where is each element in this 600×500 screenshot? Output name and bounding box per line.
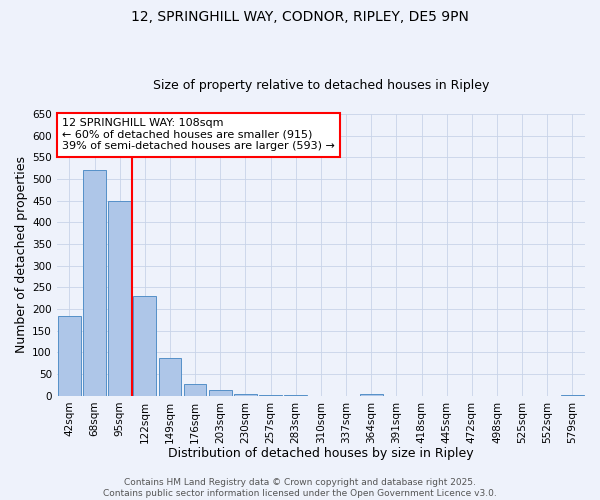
Bar [158,358,181,396]
Bar [234,394,257,396]
Bar [83,170,106,396]
X-axis label: Distribution of detached houses by size in Ripley: Distribution of detached houses by size … [168,447,474,460]
Text: 12, SPRINGHILL WAY, CODNOR, RIPLEY, DE5 9PN: 12, SPRINGHILL WAY, CODNOR, RIPLEY, DE5 … [131,10,469,24]
Bar [561,395,584,396]
Bar [209,390,232,396]
Bar [360,394,383,396]
Bar [259,395,282,396]
Title: Size of property relative to detached houses in Ripley: Size of property relative to detached ho… [153,79,489,92]
Text: 12 SPRINGHILL WAY: 108sqm
← 60% of detached houses are smaller (915)
39% of semi: 12 SPRINGHILL WAY: 108sqm ← 60% of detac… [62,118,335,152]
Bar [133,296,156,396]
Bar [184,384,206,396]
Y-axis label: Number of detached properties: Number of detached properties [15,156,28,354]
Text: Contains HM Land Registry data © Crown copyright and database right 2025.
Contai: Contains HM Land Registry data © Crown c… [103,478,497,498]
Bar [58,316,80,396]
Bar [109,200,131,396]
